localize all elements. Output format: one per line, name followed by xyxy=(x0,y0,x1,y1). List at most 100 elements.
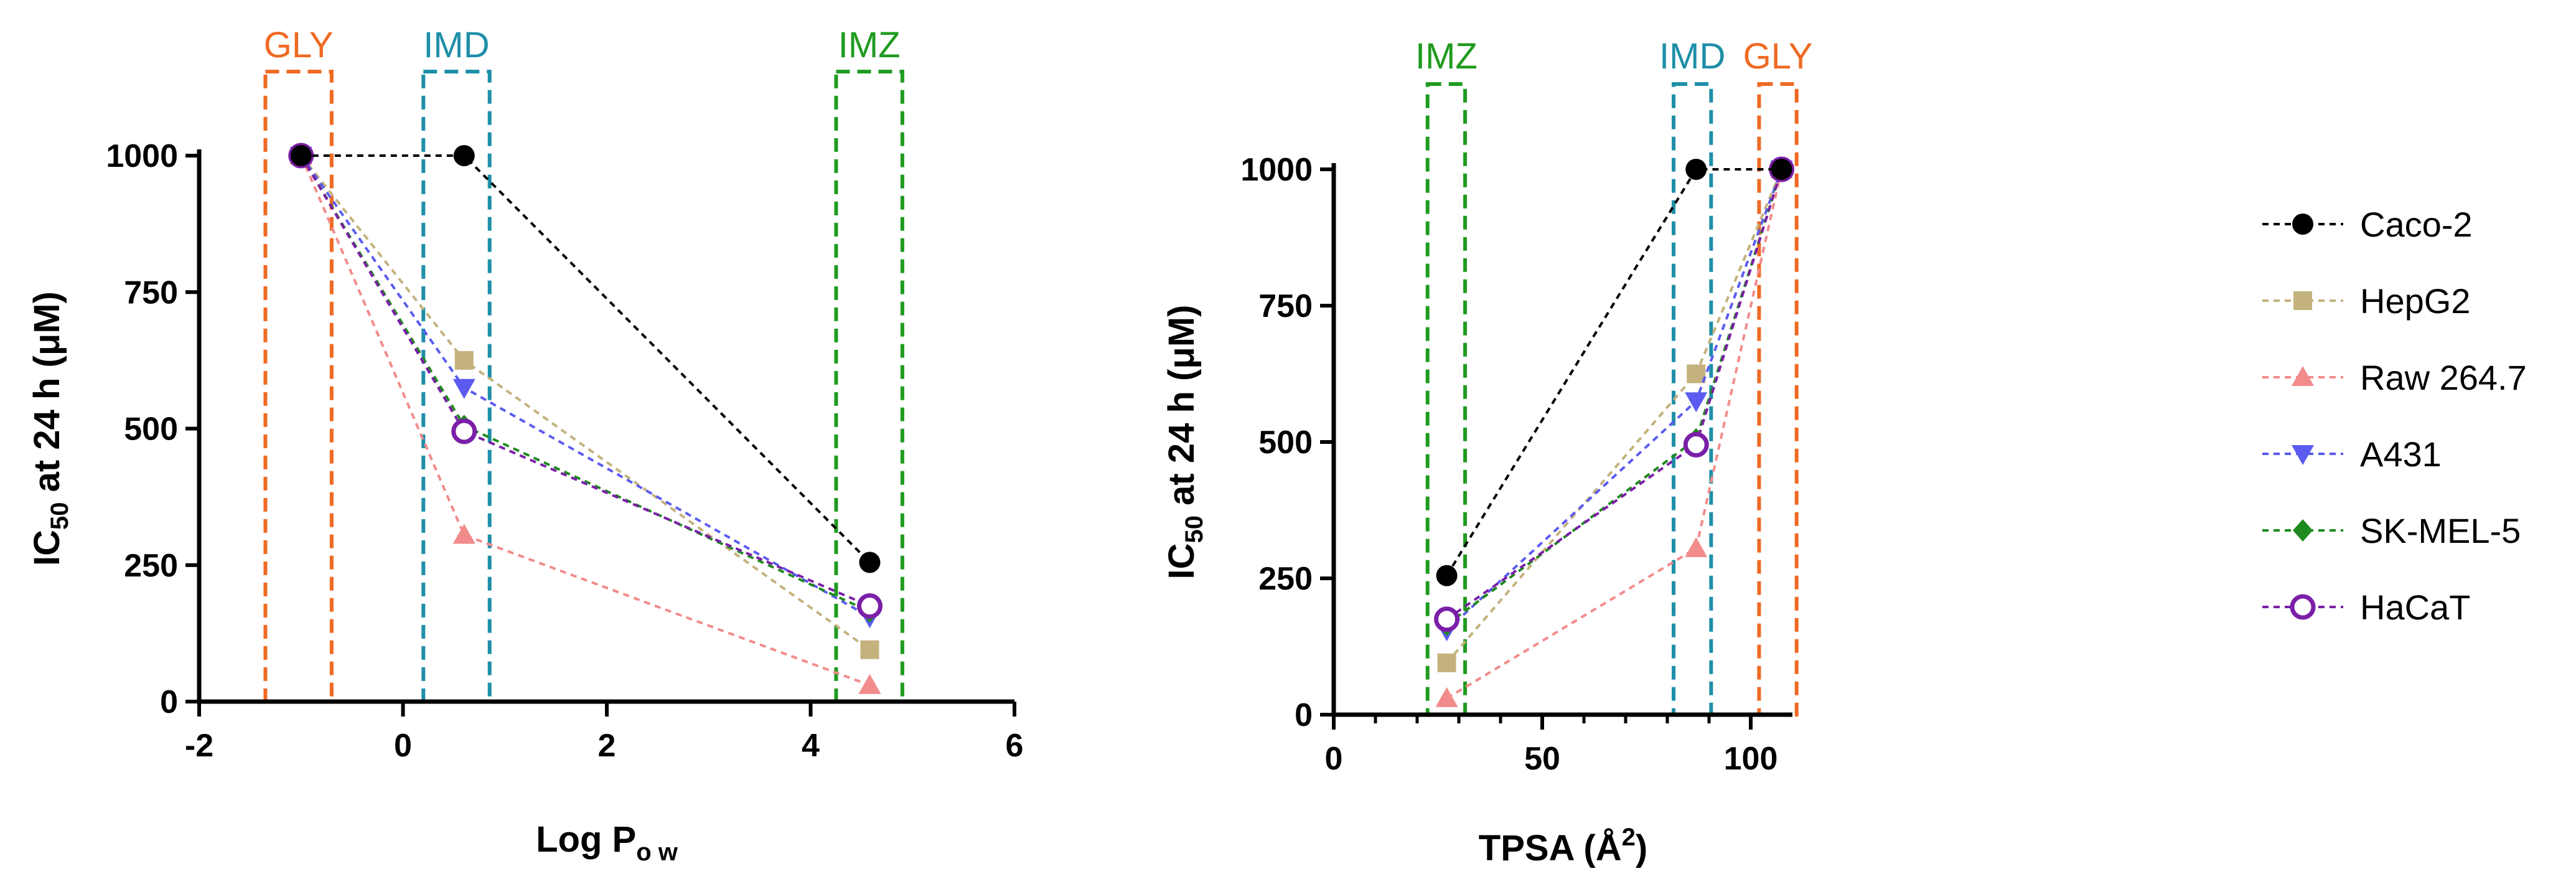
x-axis-title-sub: o w xyxy=(636,839,678,866)
series-hepg2 xyxy=(291,146,879,659)
x-tick-label: 2 xyxy=(598,728,616,764)
y-axis-title: IC50 at 24 h (μM) xyxy=(1161,305,1208,580)
data-point-caco-2 xyxy=(453,145,475,166)
series-line-sk-mel-5 xyxy=(300,154,871,613)
data-point-caco-2 xyxy=(290,145,312,166)
legend-label-caco-2: Caco-2 xyxy=(2360,205,2473,244)
annotation-label-imz: IMZ xyxy=(838,25,901,65)
x-tick-label: 50 xyxy=(1524,741,1560,777)
legend-marker-raw-264-7 xyxy=(2292,366,2314,386)
annotation-box-imd xyxy=(421,70,492,703)
y-tick-label: 750 xyxy=(124,275,178,311)
x-axis-title-sup: 2 xyxy=(1622,824,1636,851)
y-tick-label: 250 xyxy=(124,548,178,584)
data-point-hepg2 xyxy=(1687,364,1706,383)
annotation-label-imz: IMZ xyxy=(1415,36,1478,77)
data-point-raw-264-7 xyxy=(1685,537,1708,557)
series-line-caco-2 xyxy=(1445,168,1782,576)
annotation-label-imd: IMD xyxy=(1659,36,1725,77)
y-tick-label: 1000 xyxy=(106,138,178,174)
legend-item-a431: A431 xyxy=(2262,435,2442,474)
legend-label-a431: A431 xyxy=(2360,435,2442,474)
legend-marker-a431 xyxy=(2292,445,2314,465)
y-tick-label: 1000 xyxy=(1240,152,1313,188)
x-axis-title: TPSA (Å2) xyxy=(1479,824,1647,868)
legend-marker-hepg2 xyxy=(2293,291,2312,310)
series-caco-2 xyxy=(290,145,881,573)
data-point-raw-264-7 xyxy=(858,674,881,694)
legend-label-hacat: HaCaT xyxy=(2360,588,2470,627)
y-tick-label: 250 xyxy=(1258,561,1313,597)
x-axis-title-rest: ) xyxy=(1636,828,1647,868)
y-axis-title: IC50 at 24 h (μM) xyxy=(27,291,73,566)
legend-marker-hacat xyxy=(2290,594,2316,620)
data-point-hacat xyxy=(451,418,477,444)
data-point-hacat xyxy=(1434,606,1460,632)
legend-item-hacat: HaCaT xyxy=(2262,588,2470,627)
series-raw-264-7 xyxy=(289,144,881,694)
x-tick-label: -2 xyxy=(185,728,213,764)
series-hacat xyxy=(1434,156,1795,632)
x-tick-label: 4 xyxy=(802,728,820,764)
x-tick-label: 0 xyxy=(1325,741,1343,777)
series-line-raw-264-7 xyxy=(299,155,871,687)
data-point-hepg2 xyxy=(1437,653,1456,672)
data-point-caco-2 xyxy=(1685,159,1707,180)
y-tick-label: 0 xyxy=(160,684,178,720)
data-point-hacat xyxy=(856,593,883,619)
legend-label-raw-264-7: Raw 264.7 xyxy=(2360,358,2527,397)
y-axis-title-sub: 50 xyxy=(46,502,73,530)
series-line-a431 xyxy=(1446,169,1783,631)
data-point-raw-264-7 xyxy=(1435,687,1458,707)
series-line-sk-mel-5 xyxy=(1446,169,1783,626)
data-point-raw-264-7 xyxy=(452,524,475,544)
series-sk-mel-5 xyxy=(1436,158,1792,636)
legend-marker-caco-2 xyxy=(2292,214,2313,235)
x-tick-label: 6 xyxy=(1006,728,1024,764)
data-point-a431 xyxy=(1685,392,1708,413)
data-point-caco-2 xyxy=(859,552,881,573)
y-tick-label: 0 xyxy=(1295,697,1313,733)
data-point-hepg2 xyxy=(454,350,474,370)
series-line-hacat xyxy=(300,154,871,608)
y-axis-title-rest: at 24 h (μM) xyxy=(27,291,67,502)
data-point-caco-2 xyxy=(1771,159,1792,180)
series-line-raw-264-7 xyxy=(1446,169,1783,700)
data-point-a431 xyxy=(452,379,475,399)
legend-label-sk-mel-5: SK-MEL-5 xyxy=(2360,511,2521,550)
series-hacat xyxy=(288,143,883,619)
series-line-hepg2 xyxy=(300,154,871,651)
y-axis-title-sub: 50 xyxy=(1181,515,1208,543)
legend-item-caco-2: Caco-2 xyxy=(2262,205,2473,244)
series-line-caco-2 xyxy=(301,154,871,563)
annotation-label-gly: GLY xyxy=(1743,36,1813,77)
annotation-label-imd: IMD xyxy=(423,25,489,65)
data-point-hacat xyxy=(1683,431,1709,458)
legend-item-sk-mel-5: SK-MEL-5 xyxy=(2262,511,2521,550)
x-axis-title: Log Po w xyxy=(536,819,678,866)
legend-item-raw-264-7: Raw 264.7 xyxy=(2262,358,2527,397)
legend: Caco-2 HepG2 Raw 264.7 A431 SK-MEL-5 HaCaT xyxy=(2262,205,2527,627)
x-tick-label: 0 xyxy=(394,728,412,764)
legend-label-hepg2: HepG2 xyxy=(2360,281,2470,321)
series-sk-mel-5 xyxy=(291,144,880,623)
x-tick-label: 100 xyxy=(1724,741,1778,777)
data-point-caco-2 xyxy=(1436,565,1458,586)
y-axis-title-rest: at 24 h (μM) xyxy=(1161,305,1202,515)
series-a431 xyxy=(1435,161,1793,642)
legend-item-hepg2: HepG2 xyxy=(2262,281,2470,321)
y-tick-label: 500 xyxy=(124,411,178,448)
y-tick-label: 750 xyxy=(1258,288,1313,324)
series-line-a431 xyxy=(300,154,871,618)
legend-marker-sk-mel-5 xyxy=(2293,519,2313,542)
series-caco-2 xyxy=(1436,159,1792,586)
y-tick-label: 500 xyxy=(1258,425,1313,461)
data-point-hepg2 xyxy=(860,640,879,659)
series-a431 xyxy=(289,147,881,629)
series-raw-264-7 xyxy=(1435,158,1793,707)
series-hepg2 xyxy=(1437,160,1791,672)
